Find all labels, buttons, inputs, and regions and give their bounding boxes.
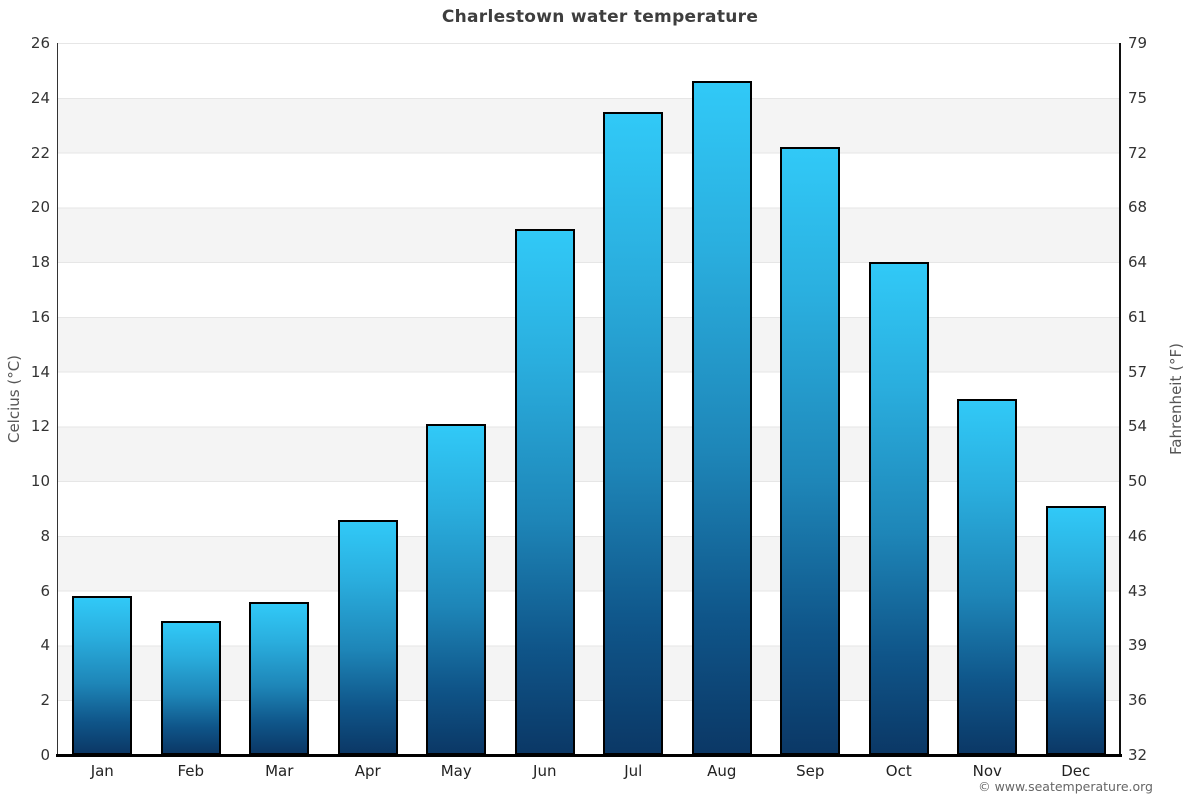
bar-slot-oct (855, 43, 944, 755)
ytick-fahrenheit-32: 32 (1128, 746, 1148, 764)
bar-slot-may (412, 43, 501, 755)
y-axis-line-left (57, 43, 58, 755)
ytick-fahrenheit-61: 61 (1128, 307, 1148, 326)
bar-slot-nov (943, 43, 1032, 755)
xtick-month-dec: Dec (1061, 762, 1091, 780)
xtick-month-jun: Jun (533, 762, 557, 780)
temperature-bar-jan[interactable] (72, 596, 133, 755)
ytick-fahrenheit-43: 43 (1128, 581, 1148, 600)
ytick-fahrenheit-64: 64 (1128, 253, 1148, 272)
bar-slot-jan (58, 43, 147, 755)
temperature-bar-mar[interactable] (249, 601, 310, 755)
ytick-celsius-20: 20 (30, 198, 50, 217)
ytick-fahrenheit-68: 68 (1128, 198, 1148, 217)
copyright-credit: © www.seatemperature.org (978, 779, 1153, 794)
xtick-month-oct: Oct (885, 762, 912, 780)
ytick-celsius-10: 10 (30, 472, 50, 491)
xtick-month-apr: Apr (354, 762, 381, 780)
ytick-celsius-26: 26 (30, 34, 50, 52)
temperature-bar-jun[interactable] (514, 229, 575, 755)
bar-slot-mar (235, 43, 324, 755)
plot-background (58, 43, 1120, 755)
xtick-month-mar: Mar (265, 762, 294, 780)
ytick-fahrenheit-46: 46 (1128, 526, 1148, 545)
ytick-fahrenheit-72: 72 (1128, 143, 1148, 162)
bar-slot-jun (501, 43, 590, 755)
temperature-bar-nov[interactable] (957, 399, 1018, 755)
bar-series (58, 43, 1120, 755)
xtick-month-jul: Jul (624, 762, 643, 780)
ytick-fahrenheit-54: 54 (1128, 417, 1148, 436)
temperature-bar-oct[interactable] (868, 262, 929, 755)
ytick-fahrenheit-79: 79 (1128, 34, 1148, 52)
temperature-bar-aug[interactable] (691, 81, 752, 755)
ytick-fahrenheit-57: 57 (1128, 362, 1148, 381)
ytick-celsius-22: 22 (30, 143, 50, 162)
ytick-celsius-4: 4 (40, 636, 50, 655)
x-axis-line (56, 754, 1122, 757)
bar-slot-feb (147, 43, 236, 755)
temperature-bar-feb[interactable] (160, 620, 221, 755)
xtick-month-feb: Feb (177, 762, 205, 780)
xtick-month-aug: Aug (707, 762, 737, 780)
ytick-fahrenheit-36: 36 (1128, 691, 1148, 710)
chart-title: Charlestown water temperature (441, 7, 759, 27)
ytick-celsius-12: 12 (30, 417, 50, 436)
ytick-celsius-6: 6 (40, 581, 50, 600)
y-axis-line-right (1119, 43, 1121, 755)
y-axis-title-fahrenheit: Fahrenheit (°F) (1167, 343, 1185, 455)
bar-slot-jul (589, 43, 678, 755)
bar-slot-apr (324, 43, 413, 755)
y-axis-title-celsius: Celcius (°C) (5, 354, 23, 444)
bar-slot-dec (1032, 43, 1121, 755)
xtick-month-jan: Jan (90, 762, 114, 780)
temperature-bar-apr[interactable] (337, 519, 398, 755)
ytick-fahrenheit-75: 75 (1128, 88, 1148, 107)
ytick-celsius-18: 18 (30, 253, 50, 272)
bar-slot-sep (766, 43, 855, 755)
xtick-month-sep: Sep (796, 762, 825, 780)
ytick-celsius-8: 8 (40, 526, 50, 545)
xtick-month-may: May (440, 762, 472, 780)
bar-slot-aug (678, 43, 767, 755)
temperature-bar-sep[interactable] (780, 147, 841, 755)
ytick-celsius-14: 14 (30, 362, 50, 381)
ytick-fahrenheit-50: 50 (1128, 472, 1148, 491)
ytick-celsius-0: 0 (40, 746, 50, 764)
ytick-celsius-16: 16 (30, 307, 50, 326)
xtick-month-nov: Nov (972, 762, 1002, 780)
ytick-celsius-2: 2 (40, 691, 50, 710)
ytick-celsius-24: 24 (30, 88, 50, 107)
temperature-bar-dec[interactable] (1045, 505, 1106, 755)
temperature-bar-jul[interactable] (603, 111, 664, 755)
temperature-bar-may[interactable] (426, 423, 487, 755)
ytick-fahrenheit-39: 39 (1128, 636, 1148, 655)
